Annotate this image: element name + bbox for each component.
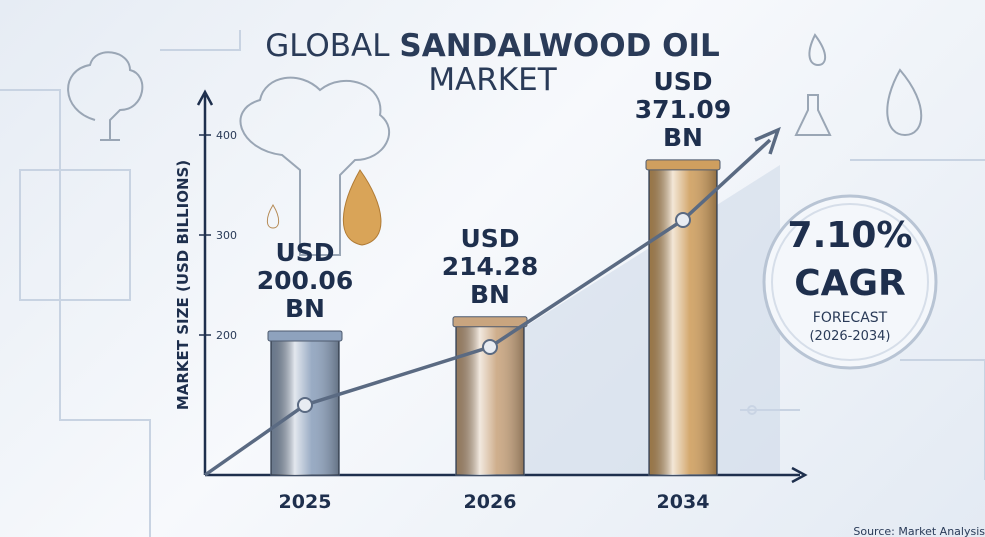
- y-tick-label: 300: [216, 229, 237, 242]
- bar-cap: [267, 330, 343, 342]
- bar-shine: [649, 163, 717, 475]
- title-line-2: MARKET: [428, 62, 557, 98]
- small-drop: [266, 204, 280, 229]
- value-label: USD 200.06 BN: [256, 237, 354, 323]
- y-axis-arrow: [196, 89, 214, 106]
- trend-arrow: [754, 126, 781, 155]
- cagr-label: CAGR: [794, 263, 906, 304]
- y-axis-label: MARKET SIZE (USD BILLIONS): [174, 160, 192, 410]
- x-tick-label: 2034: [657, 491, 710, 513]
- x-tick-label: 2025: [279, 491, 332, 513]
- value-label: USD 214.28 BN: [441, 223, 539, 309]
- forecast-period: (2026-2034): [809, 329, 890, 344]
- trend-point: [482, 339, 498, 355]
- x-tick-label: 2026: [464, 491, 517, 513]
- cagr-value: 7.10%: [788, 215, 913, 256]
- oil-drop: [342, 169, 382, 246]
- source: Source: Market Analysis: [853, 525, 985, 537]
- trend-point: [297, 397, 313, 413]
- background-decor: [0, 30, 985, 537]
- title-line-1: GLOBAL SANDALWOOD OIL: [0, 28, 985, 64]
- x-axis-arrow: [791, 466, 808, 484]
- bar-cap: [452, 316, 528, 328]
- cagr-badge-ring: [771, 203, 929, 361]
- trend-point: [675, 212, 691, 228]
- title-light: GLOBAL: [265, 28, 390, 64]
- bar-cap: [645, 159, 721, 171]
- value-label: USD 371.09 BN: [634, 66, 732, 152]
- forecast-label: FORECAST: [813, 310, 888, 326]
- y-tick-label: 400: [216, 129, 237, 142]
- cagr-badge: [762, 194, 938, 370]
- y-tick-label: 200: [216, 329, 237, 342]
- title-bold: SANDALWOOD OIL: [399, 28, 720, 64]
